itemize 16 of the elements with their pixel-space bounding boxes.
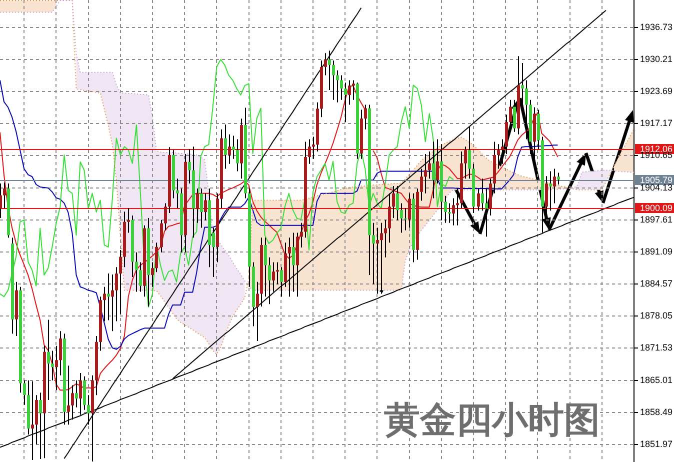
y-tick-label: 1923.69 (640, 86, 673, 96)
y-tick-label: 1884.57 (640, 278, 673, 289)
y-tick-label: 1878.05 (640, 310, 673, 321)
y-tick-label: 1930.21 (640, 54, 673, 64)
ref-line-label: 1900.09 (640, 202, 673, 213)
text: 黄金四小时图 (384, 399, 600, 441)
y-tick-label: 1936.73 (640, 22, 673, 32)
y-tick-label: 1871.53 (640, 342, 673, 353)
y-tick-label: 1917.17 (640, 118, 673, 128)
y-tick-label: 1904.13 (640, 182, 673, 192)
ref-line-label: 1905.79 (640, 174, 673, 185)
y-tick-label: 1851.97 (640, 438, 673, 449)
y-tick-label: 1897.61 (640, 214, 673, 224)
y-tick-label: 1865.01 (640, 374, 673, 385)
y-tick-label: 1891.09 (640, 246, 673, 256)
y-tick-label: 1858.49 (640, 406, 673, 417)
